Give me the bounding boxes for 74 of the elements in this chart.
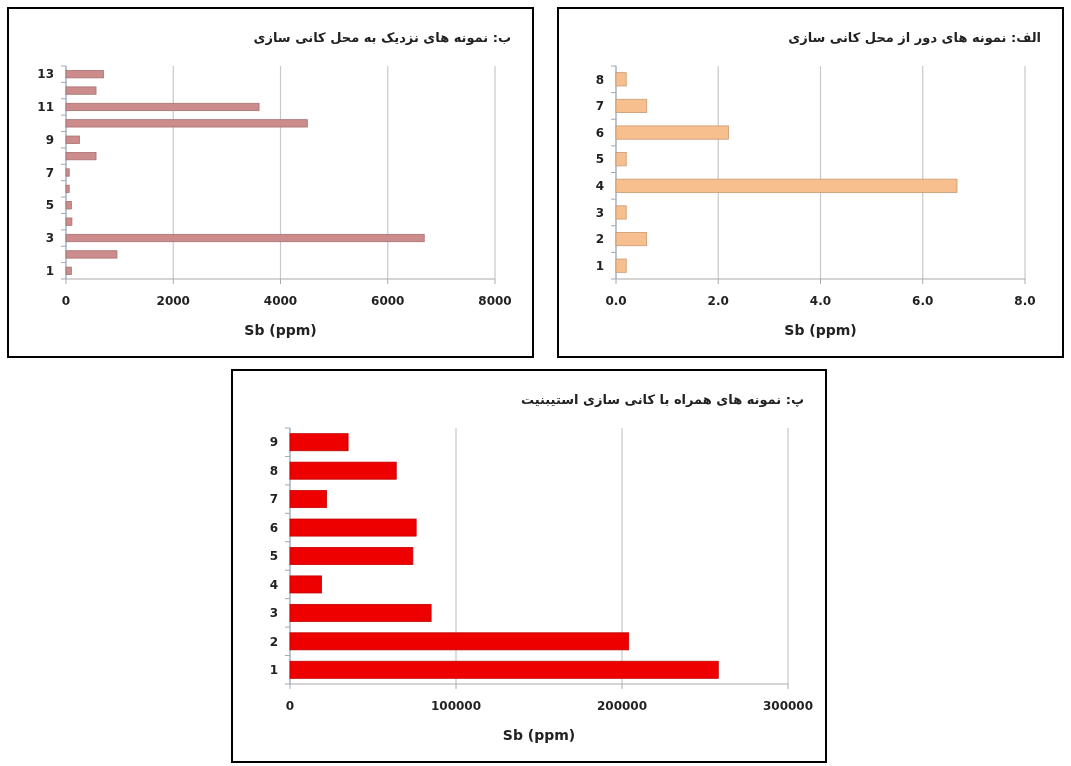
bar <box>289 547 414 565</box>
bar <box>289 461 397 480</box>
bar <box>289 575 322 594</box>
x-tick-label: 6000 <box>371 294 405 308</box>
bar <box>289 603 432 622</box>
y-tick-label: 1 <box>269 662 278 677</box>
y-tick-label: 5 <box>45 198 54 213</box>
x-tick-label: 0 <box>285 699 295 713</box>
y-tick-label: 13 <box>37 67 54 82</box>
bar <box>289 660 719 679</box>
bar <box>65 266 72 275</box>
x-tick-label: 2.0 <box>707 294 729 308</box>
x-tick-label: 6.0 <box>912 294 934 308</box>
y-tick-label: 5 <box>595 152 604 167</box>
bar <box>65 250 118 259</box>
y-tick-label: 7 <box>595 99 604 114</box>
bar <box>615 205 627 220</box>
bar <box>615 125 729 140</box>
x-tick-label: 8.0 <box>1014 294 1036 308</box>
y-tick-label: 8 <box>269 463 278 478</box>
bar <box>65 168 70 177</box>
bar <box>65 102 260 112</box>
x-tick-label: 0 <box>61 294 71 308</box>
chart-title: پ: نمونه های همراه با کانی سازی استیبنیت <box>520 392 804 407</box>
bar <box>289 632 630 651</box>
x-axis-title: Sb (ppm) <box>784 322 857 338</box>
bar <box>65 86 97 95</box>
x-tick-label: 4.0 <box>809 294 832 308</box>
y-tick-label: 7 <box>45 165 54 180</box>
x-tick-label: 0.0 <box>605 294 627 308</box>
y-tick-label: 11 <box>37 100 54 115</box>
y-tick-label: 9 <box>45 132 54 147</box>
x-axis-title: Sb (ppm) <box>502 727 576 743</box>
bar <box>289 518 417 537</box>
y-tick-label: 2 <box>595 232 604 247</box>
x-tick-label: 200000 <box>596 699 648 713</box>
y-tick-label: 1 <box>45 264 54 279</box>
bar <box>615 232 648 247</box>
bar <box>65 201 72 210</box>
bar <box>65 152 97 161</box>
y-tick-label: 9 <box>269 435 278 450</box>
y-tick-label: 3 <box>45 231 54 246</box>
y-tick-label: 2 <box>269 634 278 649</box>
y-tick-label: 6 <box>269 520 278 535</box>
x-tick-label: 100000 <box>430 699 482 713</box>
y-tick-label: 3 <box>269 606 278 621</box>
bar <box>615 258 627 273</box>
bar <box>65 70 104 79</box>
x-tick-label: 300000 <box>762 699 814 713</box>
chart-title: الف: نمونه های دور از محل کانی سازی <box>788 30 1041 45</box>
bar <box>65 217 73 226</box>
chart-title: ب: نمونه های نزدیک به محل کانی سازی <box>253 30 511 45</box>
bar <box>615 72 627 87</box>
bar <box>65 233 425 243</box>
bar <box>289 433 349 452</box>
x-axis-title: Sb (ppm) <box>244 322 317 338</box>
y-tick-label: 5 <box>269 549 278 564</box>
x-tick-label: 2000 <box>156 294 190 308</box>
x-tick-label: 8000 <box>478 294 512 308</box>
y-tick-label: 4 <box>595 179 604 194</box>
bar <box>65 135 80 144</box>
y-tick-label: 1 <box>595 258 604 273</box>
y-tick-label: 8 <box>595 72 604 87</box>
bar <box>289 490 327 509</box>
y-tick-label: 7 <box>269 492 278 507</box>
bar <box>615 98 648 113</box>
y-tick-label: 6 <box>595 125 604 140</box>
x-tick-label: 4000 <box>263 294 298 308</box>
bar <box>615 178 958 193</box>
bar <box>65 119 308 128</box>
y-tick-label: 4 <box>269 577 278 592</box>
y-tick-label: 3 <box>595 205 604 220</box>
bar <box>615 152 627 167</box>
bar <box>65 184 70 193</box>
